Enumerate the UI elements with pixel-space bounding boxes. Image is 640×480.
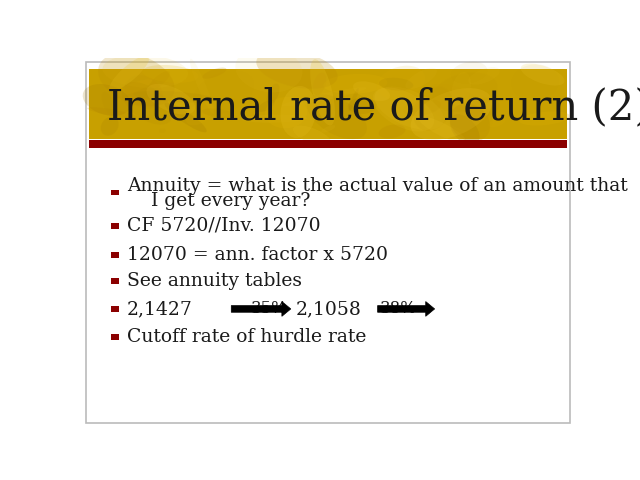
Ellipse shape xyxy=(519,111,570,126)
Ellipse shape xyxy=(405,68,437,89)
Text: 2,1058: 2,1058 xyxy=(296,300,362,318)
Ellipse shape xyxy=(426,84,492,132)
Ellipse shape xyxy=(125,75,163,109)
Text: See annuity tables: See annuity tables xyxy=(127,272,302,290)
Ellipse shape xyxy=(109,56,149,91)
Ellipse shape xyxy=(323,74,387,94)
Ellipse shape xyxy=(419,116,466,143)
Ellipse shape xyxy=(511,64,559,100)
Ellipse shape xyxy=(98,53,175,107)
Ellipse shape xyxy=(349,88,358,111)
Ellipse shape xyxy=(353,81,390,101)
Ellipse shape xyxy=(87,107,138,118)
Ellipse shape xyxy=(374,86,444,130)
Bar xyxy=(111,334,118,340)
Text: 35%: 35% xyxy=(251,300,288,317)
Ellipse shape xyxy=(451,61,487,84)
Ellipse shape xyxy=(241,115,307,123)
Ellipse shape xyxy=(186,101,214,125)
Ellipse shape xyxy=(236,47,303,93)
Ellipse shape xyxy=(202,68,227,79)
Bar xyxy=(111,190,118,195)
Text: Annuity = what is the actual value of an amount that: Annuity = what is the actual value of an… xyxy=(127,177,628,195)
Text: Cutoff rate of hurdle rate: Cutoff rate of hurdle rate xyxy=(127,328,367,346)
Ellipse shape xyxy=(465,97,499,118)
Ellipse shape xyxy=(413,86,452,131)
Ellipse shape xyxy=(193,71,254,114)
Ellipse shape xyxy=(372,87,435,132)
Ellipse shape xyxy=(468,67,500,85)
Bar xyxy=(89,69,567,139)
Bar xyxy=(111,306,118,312)
Bar xyxy=(111,278,118,284)
Text: Internal rate of return (2): Internal rate of return (2) xyxy=(108,86,640,129)
Ellipse shape xyxy=(190,59,214,114)
Ellipse shape xyxy=(521,64,564,85)
Ellipse shape xyxy=(348,97,377,114)
Ellipse shape xyxy=(148,71,170,91)
Ellipse shape xyxy=(102,55,188,88)
Ellipse shape xyxy=(164,103,207,132)
Ellipse shape xyxy=(100,117,119,136)
Bar xyxy=(89,140,567,148)
Ellipse shape xyxy=(313,72,326,96)
Ellipse shape xyxy=(488,118,506,127)
Polygon shape xyxy=(231,301,291,316)
Ellipse shape xyxy=(411,88,492,140)
Ellipse shape xyxy=(111,79,153,97)
Text: 12070 = ann. factor x 5720: 12070 = ann. factor x 5720 xyxy=(127,246,388,264)
Ellipse shape xyxy=(102,92,116,117)
Ellipse shape xyxy=(265,97,307,128)
Ellipse shape xyxy=(433,72,498,112)
Ellipse shape xyxy=(256,50,338,89)
Ellipse shape xyxy=(267,84,280,104)
Ellipse shape xyxy=(142,65,198,83)
Bar xyxy=(111,223,118,229)
Ellipse shape xyxy=(282,87,367,107)
Ellipse shape xyxy=(321,125,335,132)
Ellipse shape xyxy=(159,129,166,133)
Ellipse shape xyxy=(379,124,405,138)
Text: CF 5720//Inv. 12070: CF 5720//Inv. 12070 xyxy=(127,217,321,235)
Ellipse shape xyxy=(147,84,195,115)
Ellipse shape xyxy=(310,59,335,125)
Ellipse shape xyxy=(133,91,216,103)
Ellipse shape xyxy=(257,100,275,112)
Ellipse shape xyxy=(377,66,425,99)
Text: 38%: 38% xyxy=(380,300,417,317)
Ellipse shape xyxy=(293,126,331,146)
Ellipse shape xyxy=(450,104,490,142)
FancyBboxPatch shape xyxy=(86,62,570,423)
Ellipse shape xyxy=(450,114,479,145)
Ellipse shape xyxy=(403,99,441,116)
Text: I get every year?: I get every year? xyxy=(127,192,310,210)
Bar xyxy=(111,252,118,258)
Ellipse shape xyxy=(451,72,471,105)
Ellipse shape xyxy=(83,84,131,116)
Ellipse shape xyxy=(280,86,316,138)
Ellipse shape xyxy=(379,78,413,91)
Polygon shape xyxy=(378,301,435,316)
Ellipse shape xyxy=(202,108,234,118)
Text: 2,1427: 2,1427 xyxy=(127,300,193,318)
Ellipse shape xyxy=(122,82,173,125)
Ellipse shape xyxy=(307,94,367,139)
